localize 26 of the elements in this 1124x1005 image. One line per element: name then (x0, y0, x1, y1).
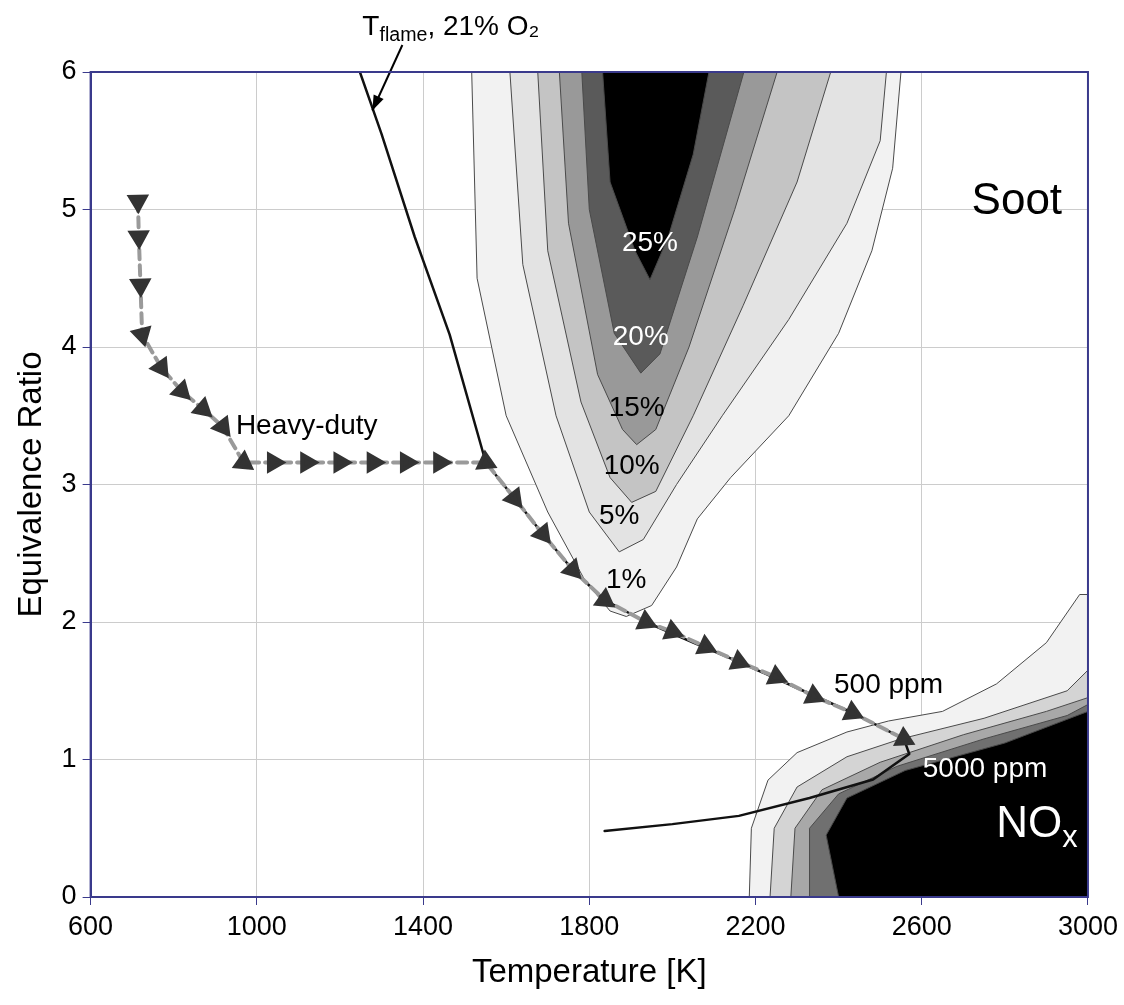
x-tick-label: 2200 (725, 910, 786, 941)
y-tick-label: 2 (61, 605, 77, 636)
x-axis-title: Temperature [K] (471, 952, 707, 990)
y-tick-label: 4 (61, 330, 77, 361)
y-tick-label: 5 (61, 192, 77, 223)
annotation: 5000 ppm (922, 751, 1048, 783)
y-tick-label: 0 (61, 880, 77, 911)
annotation: Heavy-duty (235, 409, 378, 441)
annotation: 25% (621, 226, 678, 258)
x-tick-label: 1800 (559, 910, 620, 941)
annotation: 500 ppm (834, 667, 943, 699)
x-tick-label: 1400 (393, 910, 454, 941)
annotation: Soot (971, 174, 1063, 224)
annotation: 10% (603, 449, 660, 481)
x-tick-label: 600 (68, 910, 114, 941)
y-tick-label: 1 (61, 742, 77, 773)
annotation: 15% (608, 391, 665, 423)
x-tick-label: 2600 (891, 910, 952, 941)
x-tick-label: 1000 (226, 910, 287, 941)
y-tick-label: 3 (61, 467, 77, 498)
annotation: 20% (612, 319, 669, 351)
annotation: 5% (598, 498, 640, 530)
annotation: 1% (606, 563, 647, 595)
y-axis-title: Equivalence Ratio (10, 351, 48, 618)
y-tick-label: 6 (61, 55, 77, 86)
x-tick-label: 3000 (1057, 910, 1119, 941)
